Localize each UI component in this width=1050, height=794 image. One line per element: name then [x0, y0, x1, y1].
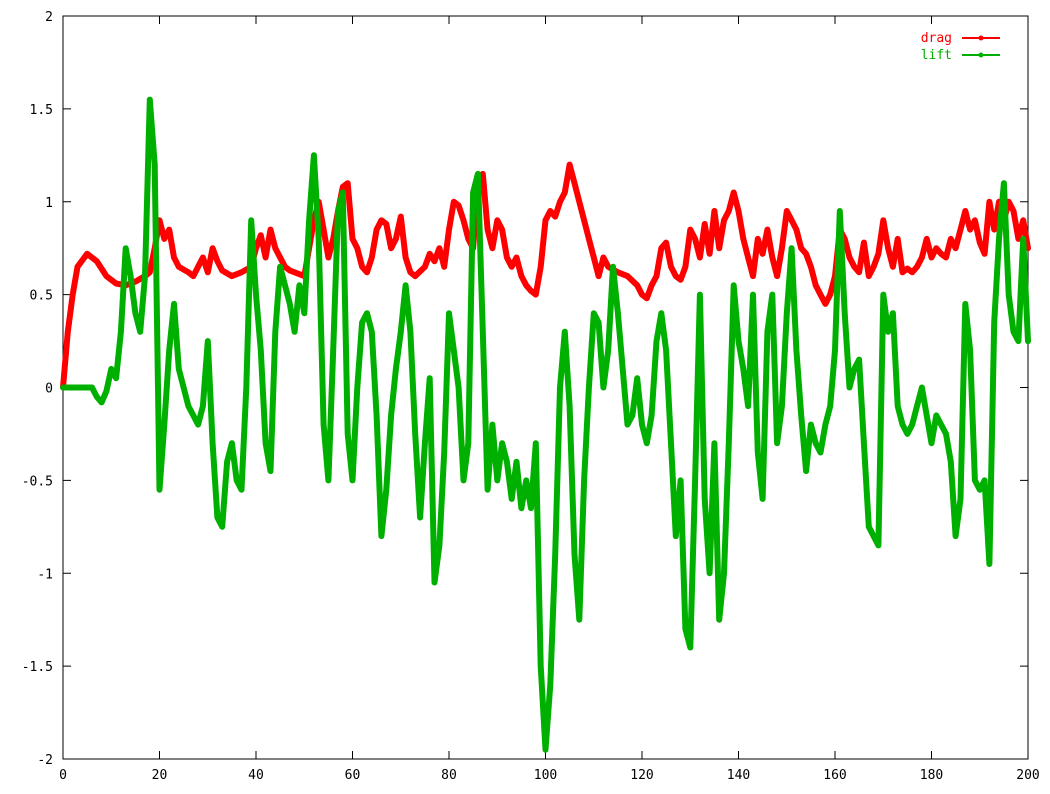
- y-tick-label: 1.5: [30, 103, 53, 118]
- y-tick-label: 1: [45, 196, 53, 211]
- x-tick-label: 0: [59, 768, 67, 783]
- legend-marker-lift: [978, 52, 984, 58]
- x-tick-label: 160: [823, 768, 846, 783]
- y-tick-label: -2: [37, 753, 53, 768]
- x-tick-label: 100: [534, 768, 557, 783]
- x-tick-label: 80: [441, 768, 457, 783]
- x-tick-label: 60: [345, 768, 361, 783]
- y-tick-label: -1.5: [22, 660, 53, 675]
- series-line-lift: [60, 96, 1031, 753]
- legend: drag lift: [921, 31, 1000, 63]
- x-tick-label: 120: [630, 768, 653, 783]
- x-tick-label: 20: [152, 768, 168, 783]
- y-tick-label: 2: [45, 10, 53, 25]
- x-tick-label: 140: [727, 768, 750, 783]
- x-tick-label: 180: [920, 768, 943, 783]
- y-tick-label: 0: [45, 382, 53, 397]
- x-tick-label: 200: [1016, 768, 1039, 783]
- y-tick-label: -1: [37, 567, 53, 582]
- series-layer: [60, 96, 1031, 753]
- y-tick-label: -0.5: [22, 474, 53, 489]
- tick-labels: 0 20 40 60 80 100 120 140 160 180 200-2-1.5-1-0.50…: [22, 10, 1040, 783]
- legend-label-lift: lift: [921, 48, 952, 63]
- tick-marks: [62, 15, 1029, 760]
- series-line-drag: [60, 161, 1031, 391]
- legend-label-drag: drag: [921, 31, 952, 46]
- legend-marker-drag: [978, 35, 984, 41]
- y-tick-label: 0.5: [30, 289, 53, 304]
- x-tick-label: 40: [248, 768, 264, 783]
